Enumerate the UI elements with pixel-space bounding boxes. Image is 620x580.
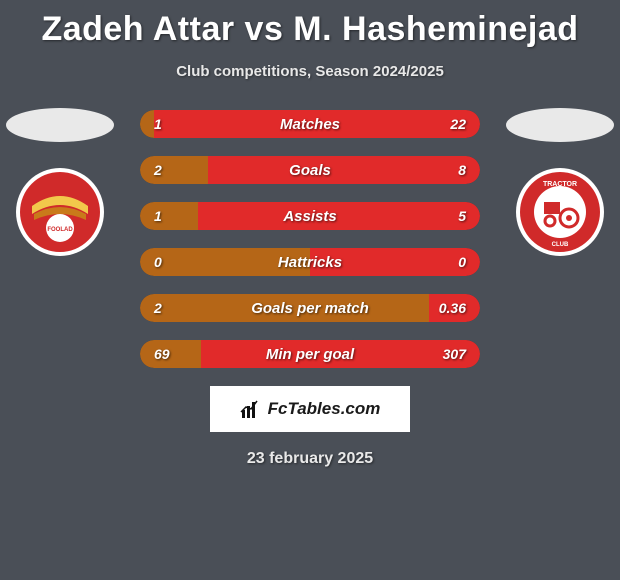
stats-bars: 1Matches222Goals81Assists50Hattricks02Go…: [140, 108, 480, 368]
comparison-area: FOOLAD TRACTOR CLUB 1Matches222Goals81As…: [0, 108, 620, 468]
team-badge-left: FOOLAD: [14, 166, 106, 258]
stat-label: Min per goal: [266, 346, 354, 363]
stat-value-left: 1: [154, 208, 162, 224]
bar-fill-right: [198, 202, 480, 230]
stat-row: 69 Min per goal 307: [140, 340, 480, 368]
stat-value-right: 307: [443, 346, 466, 362]
stat-value-left: 1: [154, 116, 162, 132]
stat-value-right: 5: [458, 208, 466, 224]
stat-label: Matches: [280, 116, 340, 133]
stat-value-left: 2: [154, 162, 162, 178]
svg-text:CLUB: CLUB: [552, 242, 569, 248]
stat-row: 0 Hattricks 0: [140, 248, 480, 276]
stat-row: 1 Assists 5: [140, 202, 480, 230]
brand-chart-icon: [240, 398, 262, 420]
stat-value-right: 8: [458, 162, 466, 178]
stat-value-right: 0.36: [439, 300, 466, 316]
brand-badge: FcTables.com: [210, 386, 410, 432]
subtitle: Club competitions, Season 2024/2025: [0, 63, 620, 80]
stat-label: Assists: [283, 208, 336, 225]
stat-label: Goals: [289, 162, 331, 179]
stat-value-left: 69: [154, 346, 170, 362]
svg-text:FOOLAD: FOOLAD: [47, 227, 73, 233]
bar-fill-left: [140, 202, 198, 230]
stat-row: 2 Goals per match 0.36: [140, 294, 480, 322]
stat-value-right: 22: [450, 116, 466, 132]
svg-text:TRACTOR: TRACTOR: [543, 181, 577, 188]
page-title: Zadeh Attar vs M. Hasheminejad: [0, 0, 620, 49]
bar-fill-right: [208, 156, 480, 184]
stat-row: 1 Matches 22: [140, 110, 480, 138]
bar-fill-left: [140, 340, 201, 368]
stat-label: Goals per match: [251, 300, 369, 317]
player-photo-right: [506, 108, 614, 142]
stat-value-left: 0: [154, 254, 162, 270]
stat-label: Hattricks: [278, 254, 342, 271]
stat-value-right: 0: [458, 254, 466, 270]
bar-fill-left: [140, 156, 208, 184]
stat-value-left: 2: [154, 300, 162, 316]
date-label: 23 february 2025: [0, 450, 620, 468]
team-badge-right: TRACTOR CLUB: [514, 166, 606, 258]
brand-text: FcTables.com: [268, 399, 381, 419]
stat-row: 2 Goals 8: [140, 156, 480, 184]
player-photo-left: [6, 108, 114, 142]
